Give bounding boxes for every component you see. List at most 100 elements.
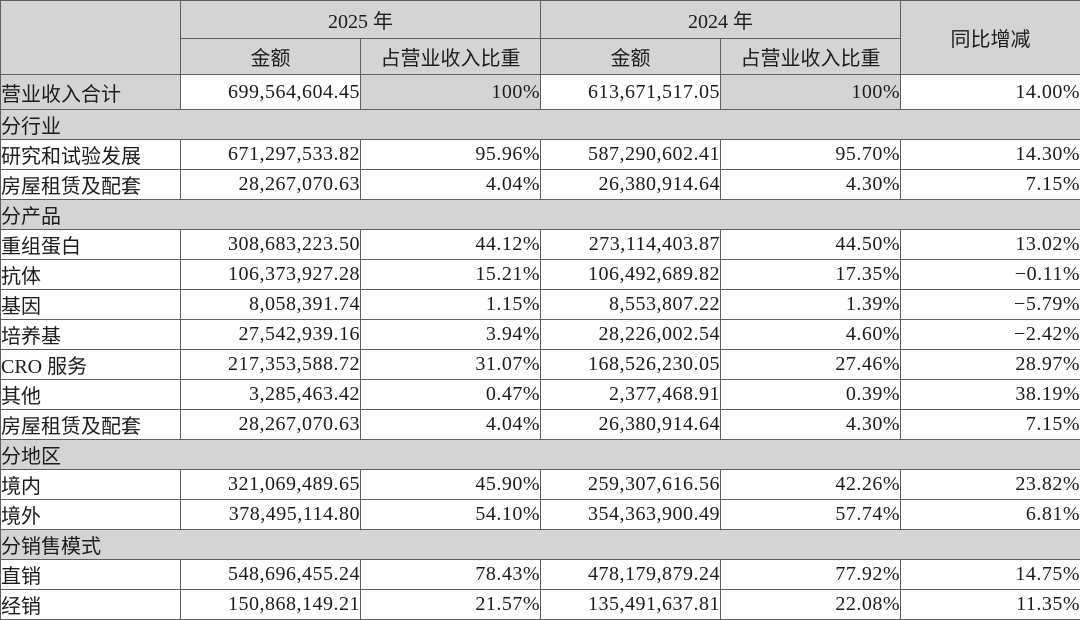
ratio-2025: 45.90% [361, 470, 541, 500]
amount-2025: 699,564,604.45 [181, 75, 361, 110]
ratio-2025: 15.21% [361, 260, 541, 290]
section-row: 分产品 [1, 200, 1080, 230]
ratio-2024: 57.74% [721, 500, 901, 530]
section-header: 分销售模式 [1, 530, 1080, 560]
ratio-2024: 22.08% [721, 590, 901, 620]
row-label: 营业收入合计 [1, 75, 181, 110]
ratio-2025: 95.96% [361, 140, 541, 170]
yoy-change: 28.97% [901, 350, 1080, 380]
amount-2025: 27,542,939.16 [181, 320, 361, 350]
yoy-change: 7.15% [901, 410, 1080, 440]
ratio-2024: 4.60% [721, 320, 901, 350]
ratio-2025: 44.12% [361, 230, 541, 260]
yoy-change: 11.35% [901, 590, 1080, 620]
ratio-2025: 100% [361, 75, 541, 110]
section-header: 分地区 [1, 440, 1080, 470]
amount-2025: 3,285,463.42 [181, 380, 361, 410]
amount-2024: 273,114,403.87 [541, 230, 721, 260]
corner-cell [1, 1, 181, 75]
header-amount-2024: 金额 [541, 39, 721, 75]
yoy-change: −5.79% [901, 290, 1080, 320]
ratio-2024: 100% [721, 75, 901, 110]
ratio-2024: 95.70% [721, 140, 901, 170]
row-label: 培养基 [1, 320, 181, 350]
row-label: 直销 [1, 560, 181, 590]
amount-2024: 26,380,914.64 [541, 410, 721, 440]
ratio-2025: 4.04% [361, 410, 541, 440]
section-row: 分地区 [1, 440, 1080, 470]
ratio-2025: 78.43% [361, 560, 541, 590]
amount-2024: 2,377,468.91 [541, 380, 721, 410]
amount-2025: 150,868,149.21 [181, 590, 361, 620]
row-label: 研究和试验发展 [1, 140, 181, 170]
yoy-change: −2.42% [901, 320, 1080, 350]
row-label: 境外 [1, 500, 181, 530]
section-row: 分销售模式 [1, 530, 1080, 560]
amount-2024: 613,671,517.05 [541, 75, 721, 110]
amount-2024: 587,290,602.41 [541, 140, 721, 170]
amount-2024: 28,226,002.54 [541, 320, 721, 350]
header-year-2024: 2024 年 [541, 1, 901, 39]
amount-2025: 321,069,489.65 [181, 470, 361, 500]
yoy-change: 14.30% [901, 140, 1080, 170]
amount-2025: 28,267,070.63 [181, 410, 361, 440]
amount-2025: 378,495,114.80 [181, 500, 361, 530]
ratio-2024: 4.30% [721, 170, 901, 200]
header-row-years: 2025 年 2024 年 同比增减 [1, 1, 1080, 39]
row-label: 抗体 [1, 260, 181, 290]
ratio-2024: 44.50% [721, 230, 901, 260]
amount-2024: 478,179,879.24 [541, 560, 721, 590]
section-header: 分行业 [1, 110, 1080, 140]
ratio-2024: 42.26% [721, 470, 901, 500]
row-label: 基因 [1, 290, 181, 320]
section-header: 分产品 [1, 200, 1080, 230]
amount-2025: 8,058,391.74 [181, 290, 361, 320]
amount-2025: 106,373,927.28 [181, 260, 361, 290]
ratio-2025: 0.47% [361, 380, 541, 410]
amount-2025: 28,267,070.63 [181, 170, 361, 200]
yoy-change: 13.02% [901, 230, 1080, 260]
ratio-2025: 31.07% [361, 350, 541, 380]
amount-2025: 671,297,533.82 [181, 140, 361, 170]
header-yoy-change: 同比增减 [901, 1, 1080, 75]
ratio-2025: 54.10% [361, 500, 541, 530]
ratio-2025: 21.57% [361, 590, 541, 620]
header-year-2025: 2025 年 [181, 1, 541, 39]
ratio-2024: 4.30% [721, 410, 901, 440]
ratio-2025: 1.15% [361, 290, 541, 320]
row-label: 重组蛋白 [1, 230, 181, 260]
yoy-change: −0.11% [901, 260, 1080, 290]
row-label: 房屋租赁及配套 [1, 410, 181, 440]
ratio-2024: 0.39% [721, 380, 901, 410]
section-row: 分行业 [1, 110, 1080, 140]
amount-2024: 259,307,616.56 [541, 470, 721, 500]
ratio-2024: 27.46% [721, 350, 901, 380]
amount-2024: 26,380,914.64 [541, 170, 721, 200]
amount-2025: 217,353,588.72 [181, 350, 361, 380]
header-amount-2025: 金额 [181, 39, 361, 75]
ratio-2025: 4.04% [361, 170, 541, 200]
yoy-change: 14.00% [901, 75, 1080, 110]
ratio-2025: 3.94% [361, 320, 541, 350]
ratio-2024: 77.92% [721, 560, 901, 590]
yoy-change: 14.75% [901, 560, 1080, 590]
amount-2025: 548,696,455.24 [181, 560, 361, 590]
table-header: 2025 年 2024 年 同比增减 金额 占营业收入比重 金额 占营业收入比重 [1, 1, 1080, 75]
yoy-change: 23.82% [901, 470, 1080, 500]
